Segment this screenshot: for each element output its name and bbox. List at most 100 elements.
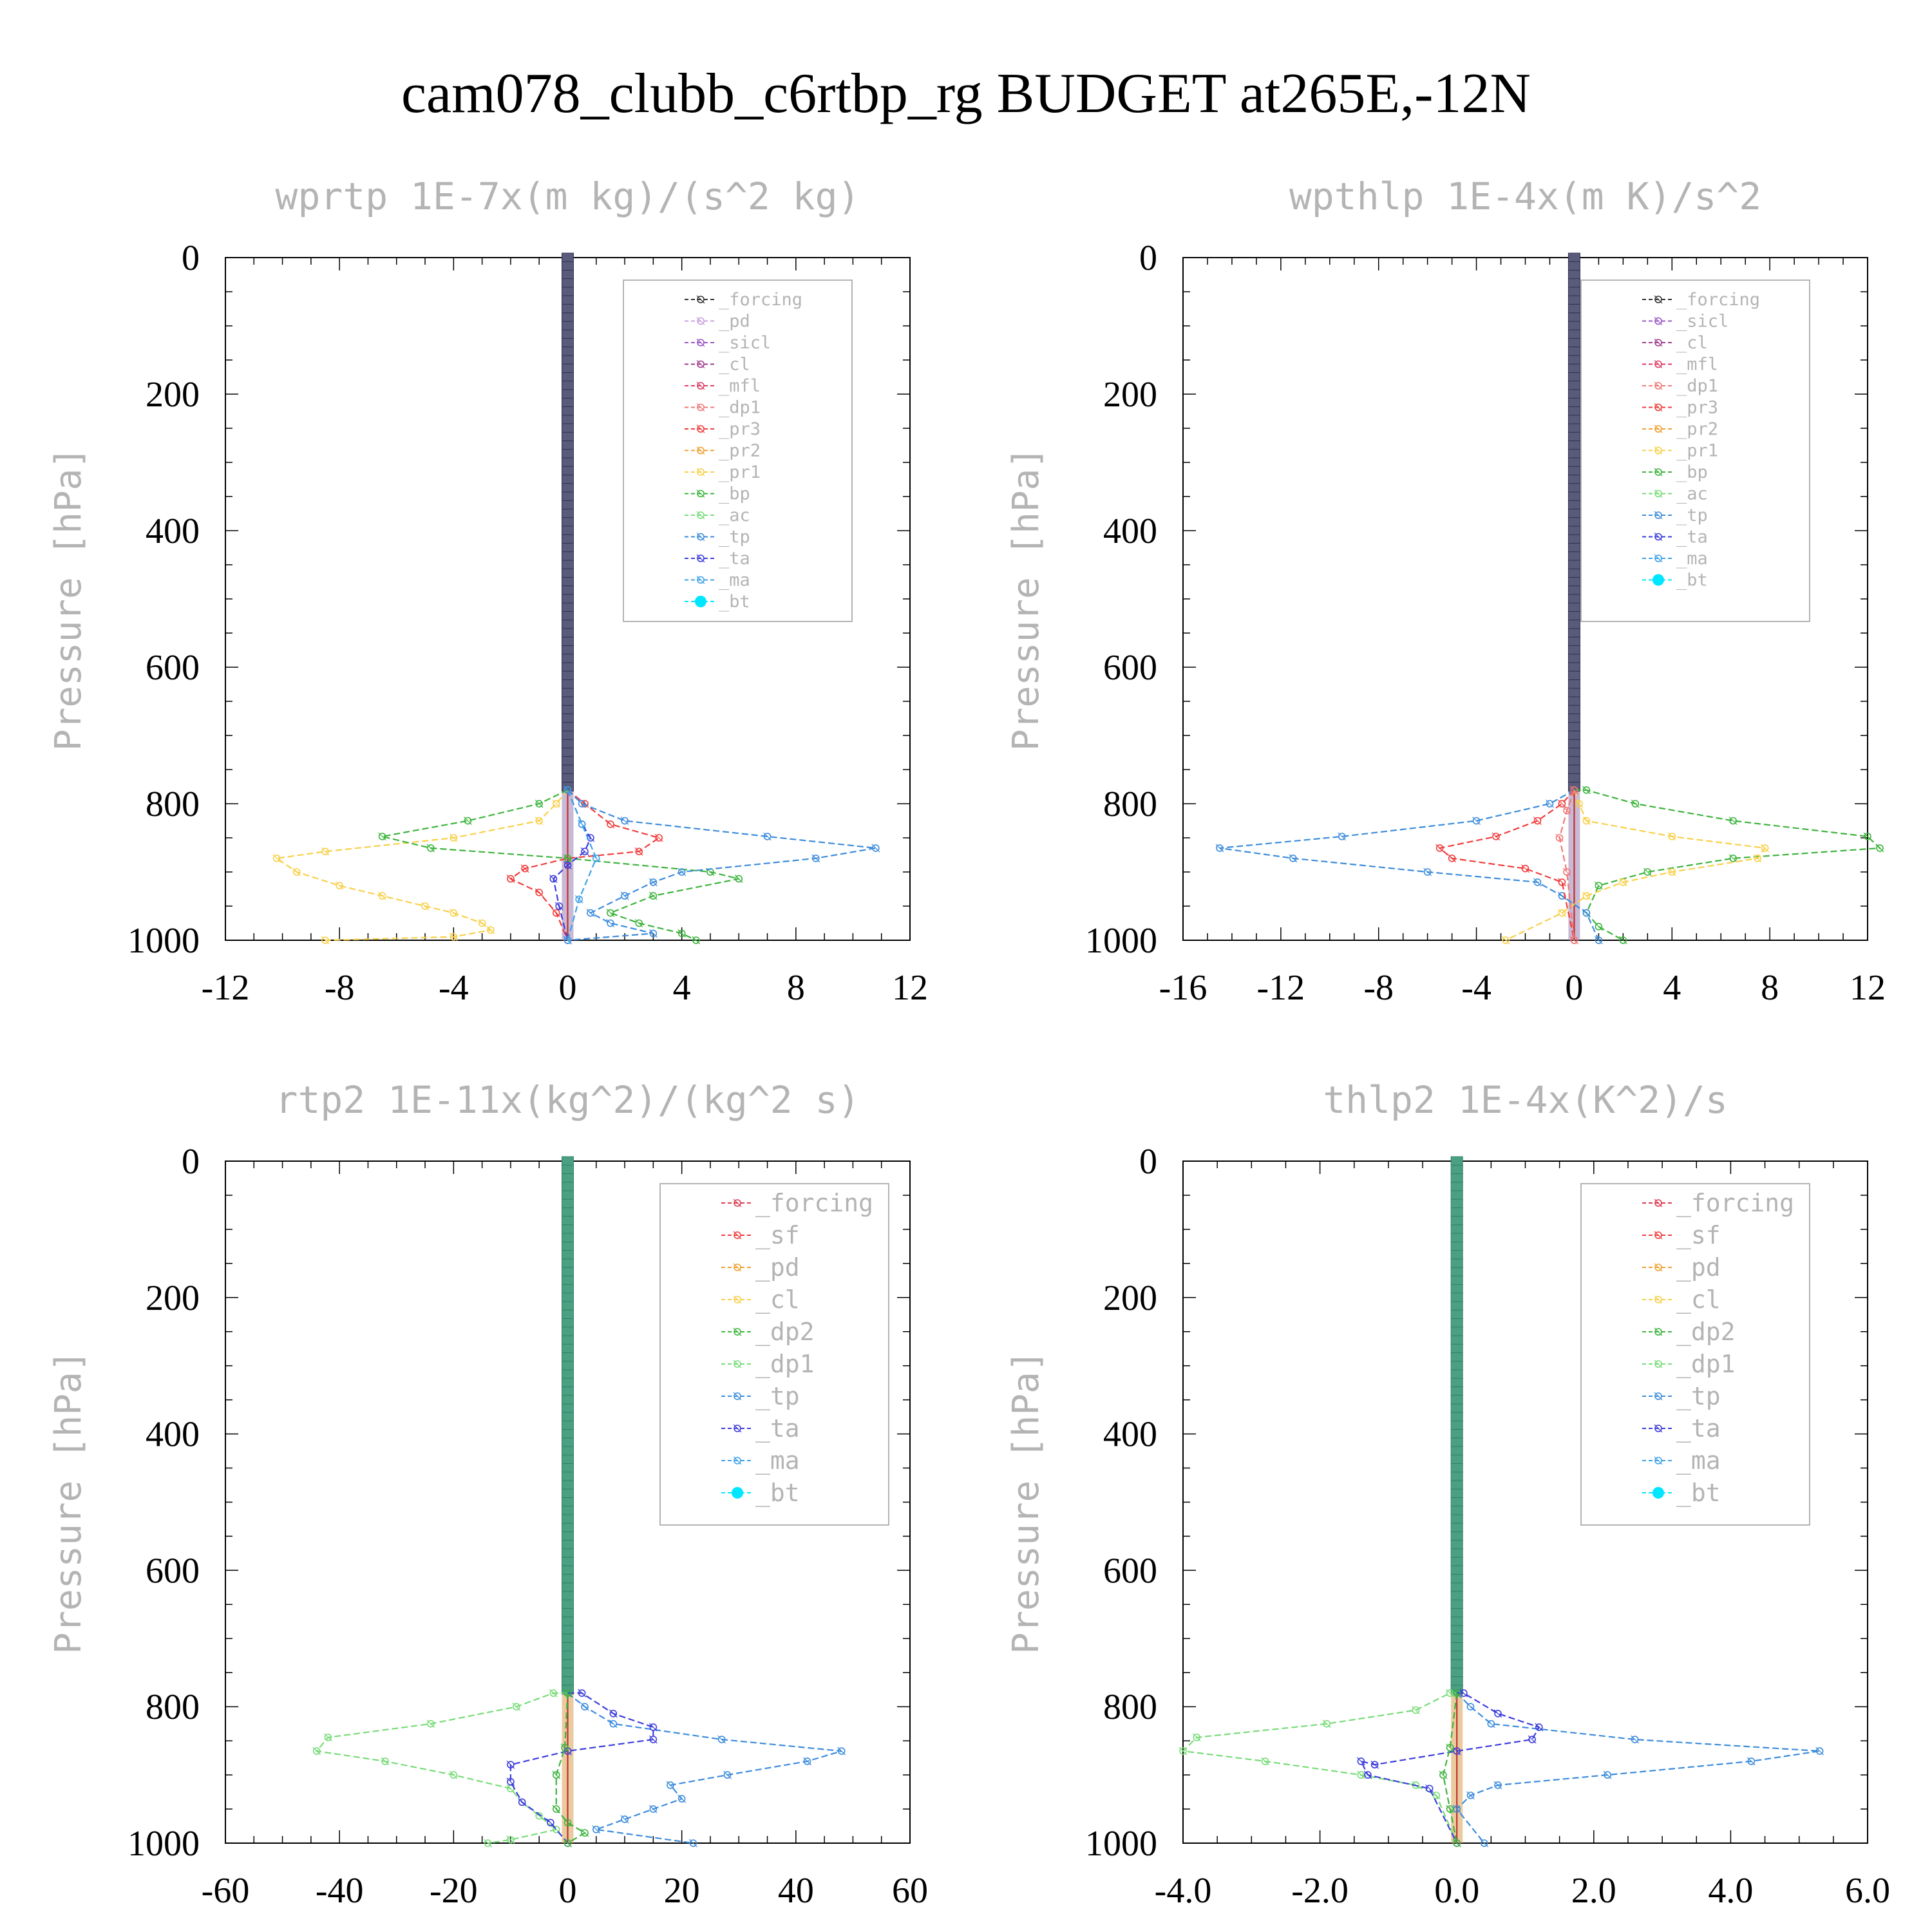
data-point	[1261, 1757, 1269, 1766]
series-line	[1181, 1692, 1458, 1844]
zero-marker	[562, 304, 574, 314]
zero-marker	[562, 1651, 574, 1661]
series-line	[509, 1692, 654, 1844]
data-point	[1582, 786, 1591, 795]
series-ma	[564, 786, 601, 945]
data-point	[1558, 909, 1566, 918]
y-axis-label: Pressure [hPa]	[1005, 1350, 1047, 1654]
legend-entry: _pr1	[1642, 441, 1718, 461]
legend-entry: _ma	[685, 571, 750, 591]
legend-marker	[696, 424, 705, 433]
zero-marker	[1450, 1565, 1463, 1575]
zero-marker	[562, 602, 574, 612]
legend-marker	[733, 1424, 742, 1433]
legend-marker	[696, 489, 705, 498]
legend-label: _ma	[719, 571, 750, 591]
legend-marker	[1654, 1392, 1663, 1401]
zero-marker	[562, 662, 574, 672]
legend-entry: _ta	[685, 549, 750, 569]
data-point	[478, 919, 487, 927]
zero-marker	[1567, 577, 1580, 587]
zero-marker	[1567, 679, 1580, 689]
legend-entry: _dp1	[721, 1350, 815, 1379]
zero-marker	[1450, 1531, 1463, 1541]
series-line	[1438, 790, 1575, 941]
data-point	[1667, 832, 1676, 841]
data-point	[546, 1818, 555, 1827]
legend-entry: _pd	[1642, 1253, 1721, 1282]
data-point	[1535, 1723, 1544, 1732]
legend-entry: _sf	[1642, 1221, 1721, 1250]
data-point	[1480, 1839, 1489, 1848]
zero-marker	[1450, 1173, 1463, 1183]
zero-marker	[562, 1352, 574, 1362]
zero-marker	[562, 1403, 574, 1414]
data-point	[1492, 832, 1501, 841]
zero-marker	[1450, 1557, 1463, 1567]
zero-marker	[1450, 1506, 1463, 1516]
zero-marker	[1567, 491, 1580, 502]
legend-label: _cl	[755, 1285, 800, 1314]
zero-marker	[562, 1582, 574, 1593]
zero-marker	[562, 1224, 574, 1235]
zero-marker	[562, 312, 574, 323]
zero-marker	[562, 1472, 574, 1482]
legend-label: _bp	[1676, 462, 1708, 482]
zero-marker	[1567, 389, 1580, 399]
legend-entry: _ta	[1642, 1414, 1721, 1443]
y-axis-label: Pressure [hPa]	[48, 1350, 90, 1654]
data-point	[1179, 1747, 1188, 1756]
x-tick-label: 60	[892, 1871, 928, 1911]
data-point	[552, 1804, 561, 1814]
data-point	[620, 1815, 629, 1824]
zero-marker	[1567, 431, 1580, 442]
data-point	[552, 799, 561, 808]
legend-label: _sicl	[1676, 312, 1728, 332]
zero-marker	[1567, 756, 1580, 766]
zero-marker	[1450, 1633, 1463, 1643]
x-tick-label: 40	[778, 1871, 814, 1911]
data-point	[871, 844, 880, 853]
zero-marker	[562, 1361, 574, 1371]
legend-marker	[733, 1359, 742, 1368]
zero-marker	[1567, 670, 1580, 681]
zero-marker	[1567, 423, 1580, 433]
x-tick-label: 4	[673, 968, 691, 1008]
zero-marker	[1567, 688, 1580, 698]
legend-label: _ma	[1676, 1446, 1721, 1475]
data-point	[518, 1798, 527, 1806]
zero-marker	[562, 688, 574, 698]
zero-marker	[1450, 1335, 1463, 1345]
zero-marker	[562, 1667, 574, 1678]
zero-marker	[1567, 551, 1580, 562]
data-point	[464, 817, 472, 825]
page-title: cam078_clubb_c6rtbp_rg BUDGET at265E,-12…	[401, 62, 1531, 125]
legend-marker	[696, 446, 705, 455]
zero-marker	[1567, 372, 1580, 382]
legend-marker	[733, 1327, 742, 1336]
legend-label: _mfl	[1676, 355, 1718, 375]
y-tick-label: 800	[146, 784, 200, 824]
zero-marker	[1567, 714, 1580, 723]
legend-marker	[1654, 424, 1663, 433]
zero-marker	[1450, 1378, 1463, 1388]
zero-marker	[1450, 1437, 1463, 1448]
legend-label: _pd	[719, 312, 750, 332]
x-tick-label: -40	[316, 1871, 364, 1911]
zero-marker	[1567, 705, 1580, 715]
data-point	[1192, 1733, 1201, 1742]
legend-entry: _pr2	[685, 441, 761, 461]
series-dp2	[1439, 1689, 1461, 1848]
legend-entry: _sicl	[1642, 312, 1728, 332]
data-point	[564, 860, 572, 869]
data-point	[1370, 1760, 1379, 1769]
data-point	[1618, 878, 1627, 887]
legend-label: _cl	[719, 355, 750, 375]
zero-marker	[1567, 295, 1580, 305]
series-line	[567, 1692, 842, 1844]
data-point	[1533, 878, 1542, 887]
data-point	[552, 1770, 561, 1779]
zero-marker	[562, 1386, 574, 1396]
legend-marker	[1654, 511, 1663, 520]
